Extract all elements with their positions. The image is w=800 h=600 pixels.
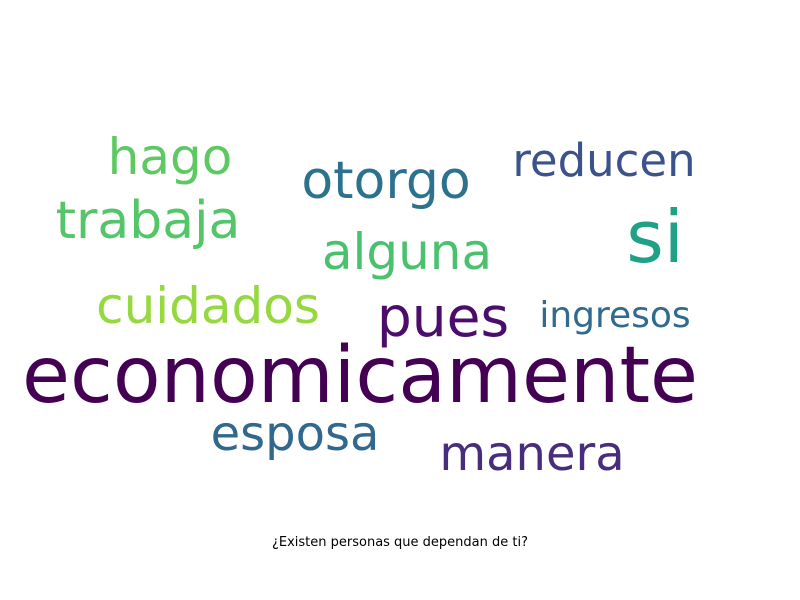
word-reducen: reducen xyxy=(512,134,695,187)
word-esposa: esposa xyxy=(211,406,380,462)
word-trabaja: trabaja xyxy=(56,191,241,251)
word-si: si xyxy=(626,195,684,279)
word-otorgo: otorgo xyxy=(301,151,470,211)
word-alguna: alguna xyxy=(322,223,492,281)
word-ingresos: ingresos xyxy=(539,295,690,336)
word-economicamente: economicamente xyxy=(22,331,698,421)
word-cuidados: cuidados xyxy=(96,277,320,335)
word-manera: manera xyxy=(439,426,624,482)
word-pues: pues xyxy=(377,285,509,349)
chart-caption: ¿Existen personas que dependan de ti? xyxy=(271,535,529,550)
word-hago: hago xyxy=(108,128,233,186)
